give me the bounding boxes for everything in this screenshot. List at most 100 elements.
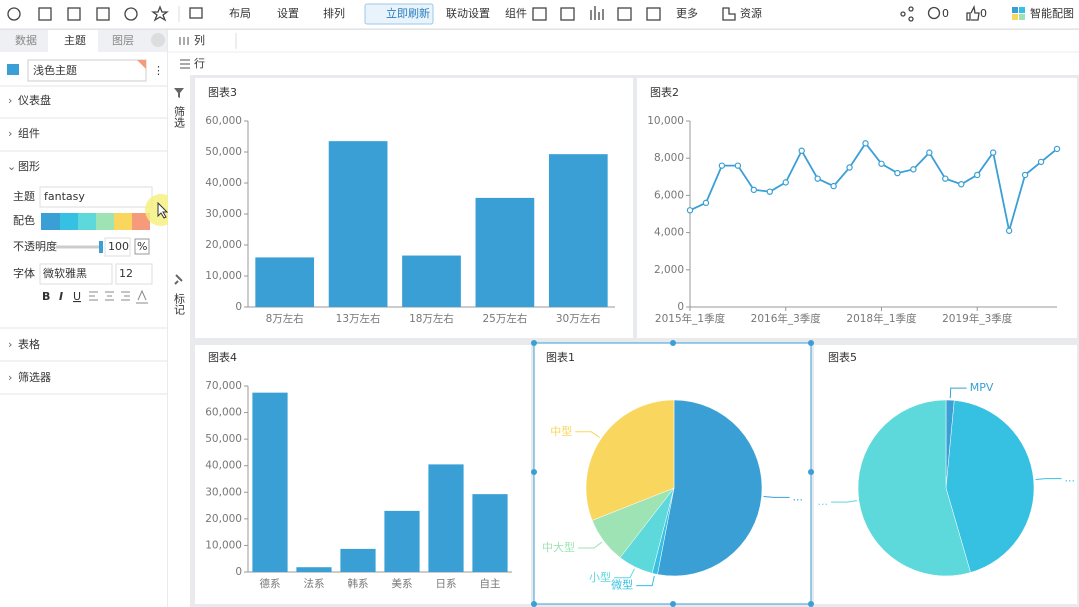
comment-count[interactable]: 0	[942, 7, 949, 20]
active-tab	[48, 30, 98, 52]
leader-line	[636, 575, 655, 587]
slice-label: ...	[1065, 472, 1076, 485]
point	[750, 186, 758, 194]
like-count[interactable]: 0	[980, 7, 987, 20]
x-tick-label: 13万左右	[336, 312, 381, 325]
y-tick-label: 60,000	[205, 115, 242, 127]
bar	[402, 255, 461, 307]
slice-label: MPV	[970, 381, 994, 394]
section-title[interactable]: 表格	[18, 337, 40, 351]
smart-chart[interactable]: 智能配图	[1030, 6, 1074, 20]
cursor	[157, 201, 169, 219]
toolbar	[0, 0, 1079, 29]
shelf-label[interactable]: 列	[194, 33, 205, 47]
format-button[interactable]: B	[42, 290, 50, 303]
slider-thumb[interactable]	[99, 241, 103, 253]
field-value[interactable]: 100	[108, 240, 129, 253]
align-icons[interactable]	[89, 289, 148, 304]
y-tick-label: 40,000	[205, 177, 242, 189]
filter-icon[interactable]	[174, 88, 184, 98]
refresh-label[interactable]: 立即刷新	[386, 6, 430, 20]
section-title[interactable]: 仪表盘	[18, 93, 51, 107]
leader-line	[575, 431, 600, 438]
theme-preset[interactable]: 浅色主题	[33, 63, 77, 77]
point	[958, 181, 965, 188]
slice-label: 微型	[611, 578, 633, 592]
point	[702, 199, 710, 207]
slice	[657, 399, 763, 577]
y-tick-label: 0	[235, 566, 242, 578]
y-tick-label: 20,000	[205, 513, 242, 525]
slice	[857, 399, 971, 577]
chart-title: 图表5	[828, 350, 857, 364]
menu-settings[interactable]: 设置	[277, 7, 299, 20]
theme-select[interactable]	[27, 59, 147, 82]
x-tick-label: 2016年_3季度	[751, 312, 822, 325]
toolbar-icons[interactable]	[7, 4, 1025, 22]
menu-arrange[interactable]: 排列	[323, 6, 345, 20]
menu-linkage[interactable]: 联动设置	[446, 7, 490, 20]
format-button[interactable]: I	[59, 290, 63, 303]
selection[interactable]	[531, 340, 814, 607]
chart-title: 图表2	[650, 85, 679, 99]
strip-label[interactable]: 筛选	[173, 105, 186, 128]
unit-toggle[interactable]	[134, 238, 150, 255]
palette[interactable]	[41, 213, 150, 230]
menu-components[interactable]: 组件	[505, 6, 527, 20]
x-tick-label: 2015年_1季度	[655, 312, 726, 325]
y-tick-label: 20,000	[205, 239, 242, 251]
y-tick-label: 30,000	[205, 208, 242, 220]
y-tick-label: 4,000	[654, 227, 684, 239]
slice-label: 小型	[589, 570, 611, 584]
section-title[interactable]: 组件	[18, 126, 40, 140]
menu-more[interactable]: 更多	[676, 6, 698, 20]
tab[interactable]: 主题	[64, 34, 86, 47]
field-value[interactable]: fantasy	[44, 190, 85, 203]
collapse-button[interactable]	[151, 33, 165, 47]
shelf-label[interactable]: 行	[194, 57, 205, 70]
point	[1037, 158, 1045, 166]
chart-title: 图表3	[208, 85, 237, 99]
leader-line	[1035, 478, 1062, 481]
tab[interactable]: 图层	[112, 34, 134, 47]
field-value[interactable]: 12	[119, 267, 133, 280]
input[interactable]	[104, 237, 131, 257]
leader-line	[763, 495, 790, 498]
point	[1053, 145, 1061, 153]
refresh-button[interactable]	[364, 3, 434, 25]
y-tick-label: 10,000	[205, 539, 242, 551]
format-button[interactable]: U	[73, 290, 81, 303]
menu-dots[interactable]: ⋮	[153, 64, 164, 77]
pin-icon[interactable]	[174, 274, 183, 285]
slice-label: 中型	[550, 424, 572, 438]
point	[989, 149, 997, 156]
leader-line	[614, 568, 635, 579]
x-tick-label: 30万左右	[556, 312, 601, 325]
bar	[384, 510, 420, 572]
field-value[interactable]: 微软雅黑	[43, 266, 87, 280]
chevron: ›	[8, 127, 12, 140]
x-tick-label: 25万左右	[482, 312, 527, 325]
select[interactable]	[39, 263, 113, 285]
strip-label[interactable]: 标记	[173, 292, 186, 315]
field-label: 字体	[13, 266, 35, 280]
section-title[interactable]: 图形	[18, 160, 40, 173]
menu-resources[interactable]: 资源	[740, 6, 762, 20]
bar	[340, 548, 376, 572]
unit[interactable]: %	[137, 240, 147, 253]
charts: 图表3 0 10,000 20,000 30,000 40,000 50,000 60,000…	[205, 85, 1075, 592]
corner-mark	[137, 60, 146, 69]
point	[942, 175, 949, 182]
x-tick-label: 韩系	[348, 577, 369, 590]
x-tick-label: 2018年_1季度	[846, 312, 917, 325]
bar	[252, 392, 288, 572]
tab[interactable]: 数据	[15, 33, 37, 47]
section-title[interactable]: 筛选器	[18, 370, 51, 384]
select[interactable]	[115, 263, 153, 285]
line	[689, 141, 1058, 231]
bar	[472, 494, 508, 572]
menu-layout[interactable]: 布局	[229, 7, 251, 20]
chevron: ›	[8, 94, 12, 107]
